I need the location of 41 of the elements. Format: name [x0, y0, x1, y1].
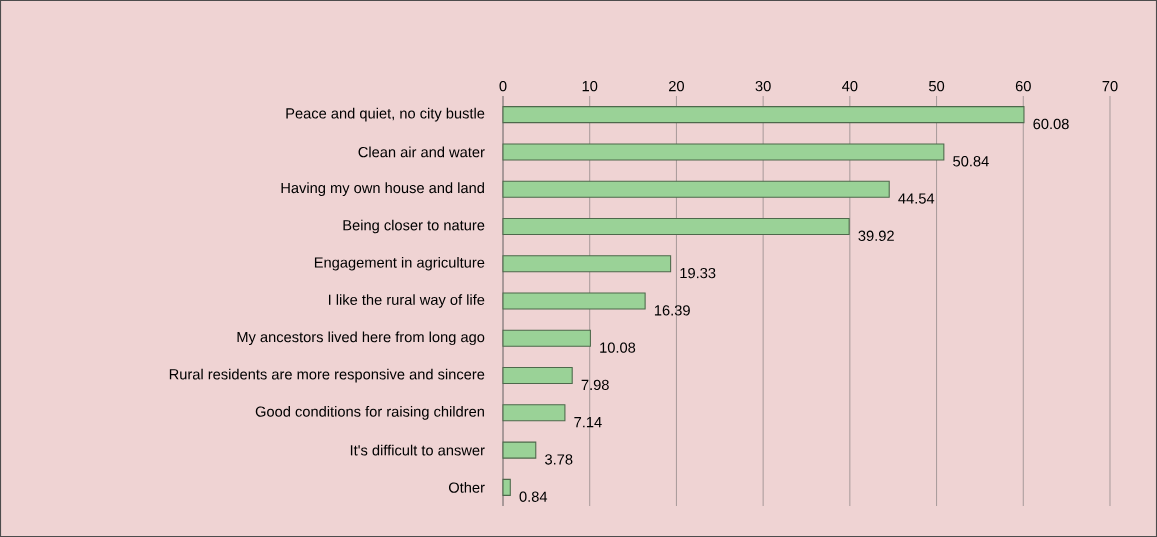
bar — [502, 478, 511, 496]
x-tick-label: 0 — [499, 80, 507, 92]
data-label: 16.39 — [654, 305, 690, 316]
bar — [502, 441, 537, 459]
data-label: 10.08 — [600, 342, 636, 353]
y-tick-label: My ancestors lived here from long ago — [237, 331, 485, 346]
data-label: 39.92 — [858, 230, 894, 241]
data-label: 19.33 — [680, 267, 716, 279]
data-label: 44.54 — [898, 193, 935, 204]
bar — [502, 180, 890, 198]
y-tick-label: Good conditions for raising children — [255, 405, 484, 420]
y-tick-label: Other — [448, 481, 485, 493]
x-tick-label: 30 — [755, 80, 771, 92]
data-label: 7.14 — [574, 417, 602, 428]
data-label: 3.78 — [545, 454, 573, 465]
bar — [502, 367, 573, 385]
y-tick-label: Having my own house and land — [281, 182, 484, 197]
y-tick-label: Rural residents are more responsive and sincere — [169, 368, 485, 383]
x-tick-label: 60 — [1015, 80, 1031, 92]
bar — [502, 106, 1025, 124]
bar — [502, 217, 850, 235]
x-tick-label: 40 — [842, 80, 858, 92]
bar — [502, 143, 945, 161]
y-tick-label: It's difficult to answer — [350, 444, 485, 456]
x-tick-label: 10 — [582, 80, 598, 92]
data-label: 7.98 — [581, 379, 609, 391]
y-tick-label: Being closer to nature — [343, 219, 485, 234]
y-tick-label: Peace and quiet, no city bustle — [286, 107, 485, 122]
data-label: 60.08 — [1033, 118, 1069, 130]
bar — [502, 404, 566, 422]
data-label: 0.84 — [519, 491, 548, 502]
bar — [502, 255, 672, 273]
x-tick-label: 50 — [928, 80, 945, 92]
data-label: 50.84 — [953, 156, 989, 167]
y-tick-label: Clean air and water — [358, 146, 485, 158]
x-tick-label: 20 — [669, 80, 684, 92]
bar — [502, 329, 591, 347]
x-tick-label: 70 — [1102, 80, 1118, 92]
y-tick-label: I like the rural way of life — [328, 294, 485, 308]
bar — [502, 292, 646, 310]
y-tick-label: Engagement in agriculture — [314, 256, 485, 271]
